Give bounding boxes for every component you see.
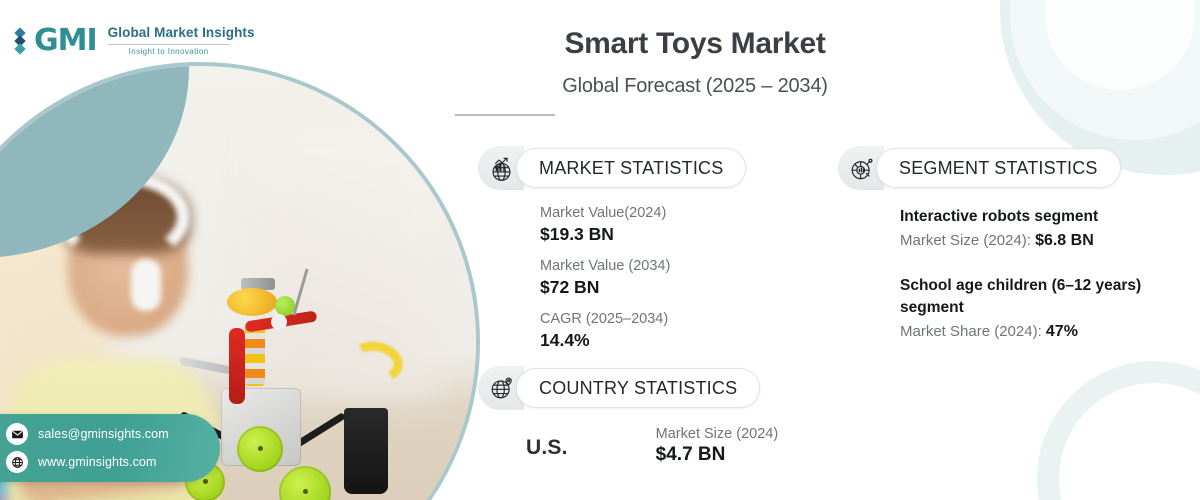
logo-gmi-text: GMI — [34, 23, 98, 58]
decor-ring-bottom-right — [1037, 361, 1200, 500]
segment-item: School age children (6–12 years) segment… — [900, 275, 1185, 344]
photo-child-headphone-cup — [131, 259, 161, 312]
country-name: U.S. — [526, 436, 568, 459]
country-statistics-body: U.S. Market Size (2024) $4.7 BN — [478, 426, 778, 466]
stat-value: $72 BN — [540, 277, 600, 297]
segment-metric: Market Size (2024): $6.8 BN — [900, 229, 1185, 253]
segment-metric: Market Share (2024): 47% — [900, 320, 1185, 344]
page-subtitle: Global Forecast (2025 – 2034) — [562, 75, 828, 97]
contact-bar: sales@gminsights.com www.gminsights.com — [0, 414, 220, 482]
stat-label: Market Value(2024) — [540, 205, 667, 221]
title-underline — [455, 114, 555, 116]
market-statistics-header: MARKET STATISTICS — [478, 146, 747, 190]
country-statistics-label: COUNTRY STATISTICS — [539, 377, 738, 398]
stat-label: CAGR (2025–2034) — [540, 310, 669, 327]
logo-wordmark: Global Market Insights Insight to Innova… — [104, 25, 255, 56]
stat-item: Market Value (2034) $72 BN — [540, 257, 746, 299]
decor-circle-top-right-medium — [1010, 0, 1200, 140]
contact-email-row[interactable]: sales@gminsights.com — [6, 423, 208, 445]
contact-email-text: sales@gminsights.com — [38, 427, 169, 441]
segment-metric-label: Market Share (2024): — [900, 323, 1046, 340]
country-statistics-header: COUNTRY STATISTICS — [478, 366, 778, 410]
country-metric-label: Market Size (2024) — [655, 426, 779, 442]
segment-title: Interactive robots segment — [900, 208, 1099, 225]
segment-statistics-pill[interactable]: SEGMENT STATISTICS — [876, 148, 1121, 188]
stat-item: CAGR (2025–2034) 14.4% — [540, 310, 746, 352]
contact-website-text: www.gminsights.com — [38, 455, 157, 469]
logo-tagline: Insight to Innovation — [128, 46, 209, 56]
globe-icon — [6, 451, 28, 473]
robot-antenna — [292, 268, 309, 316]
segment-metric-value: 47% — [1045, 323, 1078, 340]
photo-pencil-cup — [343, 408, 388, 495]
section-market-statistics: MARKET STATISTICS Market Value(2024) $19… — [478, 146, 747, 363]
logo-divider — [107, 43, 230, 45]
segment-metric-value: $6.8 BN — [1035, 232, 1094, 249]
brand-logo[interactable]: GMI Global Market Insights Insight to In… — [14, 23, 255, 58]
logo-company-name: Global Market Insights — [107, 25, 255, 41]
stat-value: $19.3 BN — [540, 224, 614, 245]
contact-website-row[interactable]: www.gminsights.com — [6, 451, 208, 473]
segment-statistics-header: SEGMENT STATISTICS — [838, 146, 1185, 190]
stat-label: Market Value (2034) — [540, 257, 671, 274]
country-metric: Market Size (2024) $4.7 BN — [656, 426, 779, 466]
section-country-statistics: COUNTRY STATISTICS U.S. Market Size (202… — [478, 366, 778, 466]
title-block: Smart Toys Market Global Forecast (2025 … — [455, 26, 935, 116]
robot-head-green — [275, 295, 296, 316]
robot-wheel-right — [279, 465, 332, 500]
stat-value: 14.4% — [540, 329, 590, 350]
segment-statistics-list: Interactive robots segment Market Size (… — [838, 206, 1185, 344]
segment-title: School age children (6–12 years) segment — [900, 277, 1142, 316]
photo-blur-wall-right — [255, 121, 443, 398]
robot-head-plate — [241, 277, 276, 290]
page-title: Smart Toys Market — [564, 27, 826, 60]
section-segment-statistics: SEGMENT STATISTICS Interactive robots se… — [838, 146, 1185, 366]
stat-item: Market Value(2024) $19.3 BN — [540, 204, 746, 246]
segment-statistics-label: SEGMENT STATISTICS — [899, 157, 1098, 178]
photo-toy-robot — [179, 268, 393, 500]
robot-torso-blocks — [245, 323, 266, 386]
market-statistics-list: Market Value(2024) $19.3 BN Market Value… — [478, 204, 746, 352]
market-statistics-label: MARKET STATISTICS — [539, 157, 724, 178]
robot-head-white — [271, 313, 288, 330]
robot-head-yellow — [227, 287, 278, 316]
decor-circle-top-right-small — [1045, 0, 1195, 90]
envelope-icon — [6, 423, 28, 445]
segment-metric-label: Market Size (2024): — [900, 232, 1036, 249]
market-statistics-pill[interactable]: MARKET STATISTICS — [516, 148, 747, 188]
segment-item: Interactive robots segment Market Size (… — [900, 206, 1185, 253]
gmi-logomark-icon — [14, 27, 27, 55]
robot-torso-red — [229, 327, 246, 404]
country-statistics-pill[interactable]: COUNTRY STATISTICS — [516, 368, 761, 408]
robot-wheel-mid — [237, 425, 284, 472]
country-metric-value: $4.7 BN — [655, 444, 726, 465]
